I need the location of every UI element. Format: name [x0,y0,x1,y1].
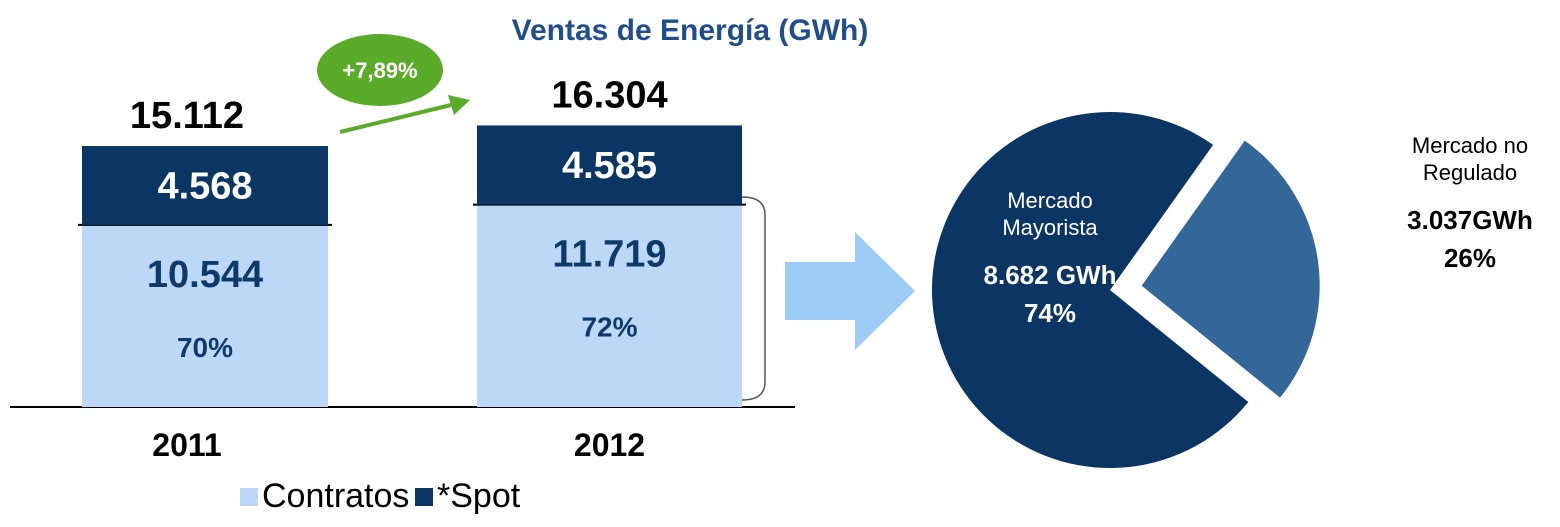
bar-segment [477,204,742,407]
slice-percent: 74% [1023,298,1077,328]
bar-segment [82,146,328,225]
slice-amount: 3.037GWh [1407,205,1533,235]
value-label: 10.544 [147,254,263,296]
big-arrow [785,232,915,350]
total-label: 16.304 [551,74,667,116]
growth-label: +7,89% [342,58,417,83]
x-tick-label: 2011 [152,427,221,463]
bracket [741,196,766,401]
share-label: 70% [177,332,233,363]
growth-badge [317,34,443,106]
total-label: 15.112 [130,95,244,137]
x-tick-label: 2012 [574,427,645,463]
value-label: 4.585 [562,145,657,187]
legend-swatch [415,488,433,506]
legend-swatch [240,488,258,506]
growth-arrow-head [448,95,470,115]
legend-label: Contratos [262,477,409,515]
growth-arrow [339,102,456,134]
bar-segment [82,224,328,407]
slice-amount: 8.682 GWh [983,260,1117,290]
slice-percent: 26% [1443,243,1497,273]
slice-name: Mercado Mayorista [1002,188,1098,240]
pie-slice [932,112,1249,469]
chart-title: Ventas de Energía (GWh) [512,14,869,47]
pie-slice [1141,140,1320,398]
value-label: 11.719 [552,234,666,276]
slice-name: Mercado no Regulado [1411,133,1529,185]
legend-label: *Spot [437,477,521,515]
bar-segment [477,125,742,205]
share-label: 72% [581,312,637,343]
value-label: 4.568 [157,165,252,207]
